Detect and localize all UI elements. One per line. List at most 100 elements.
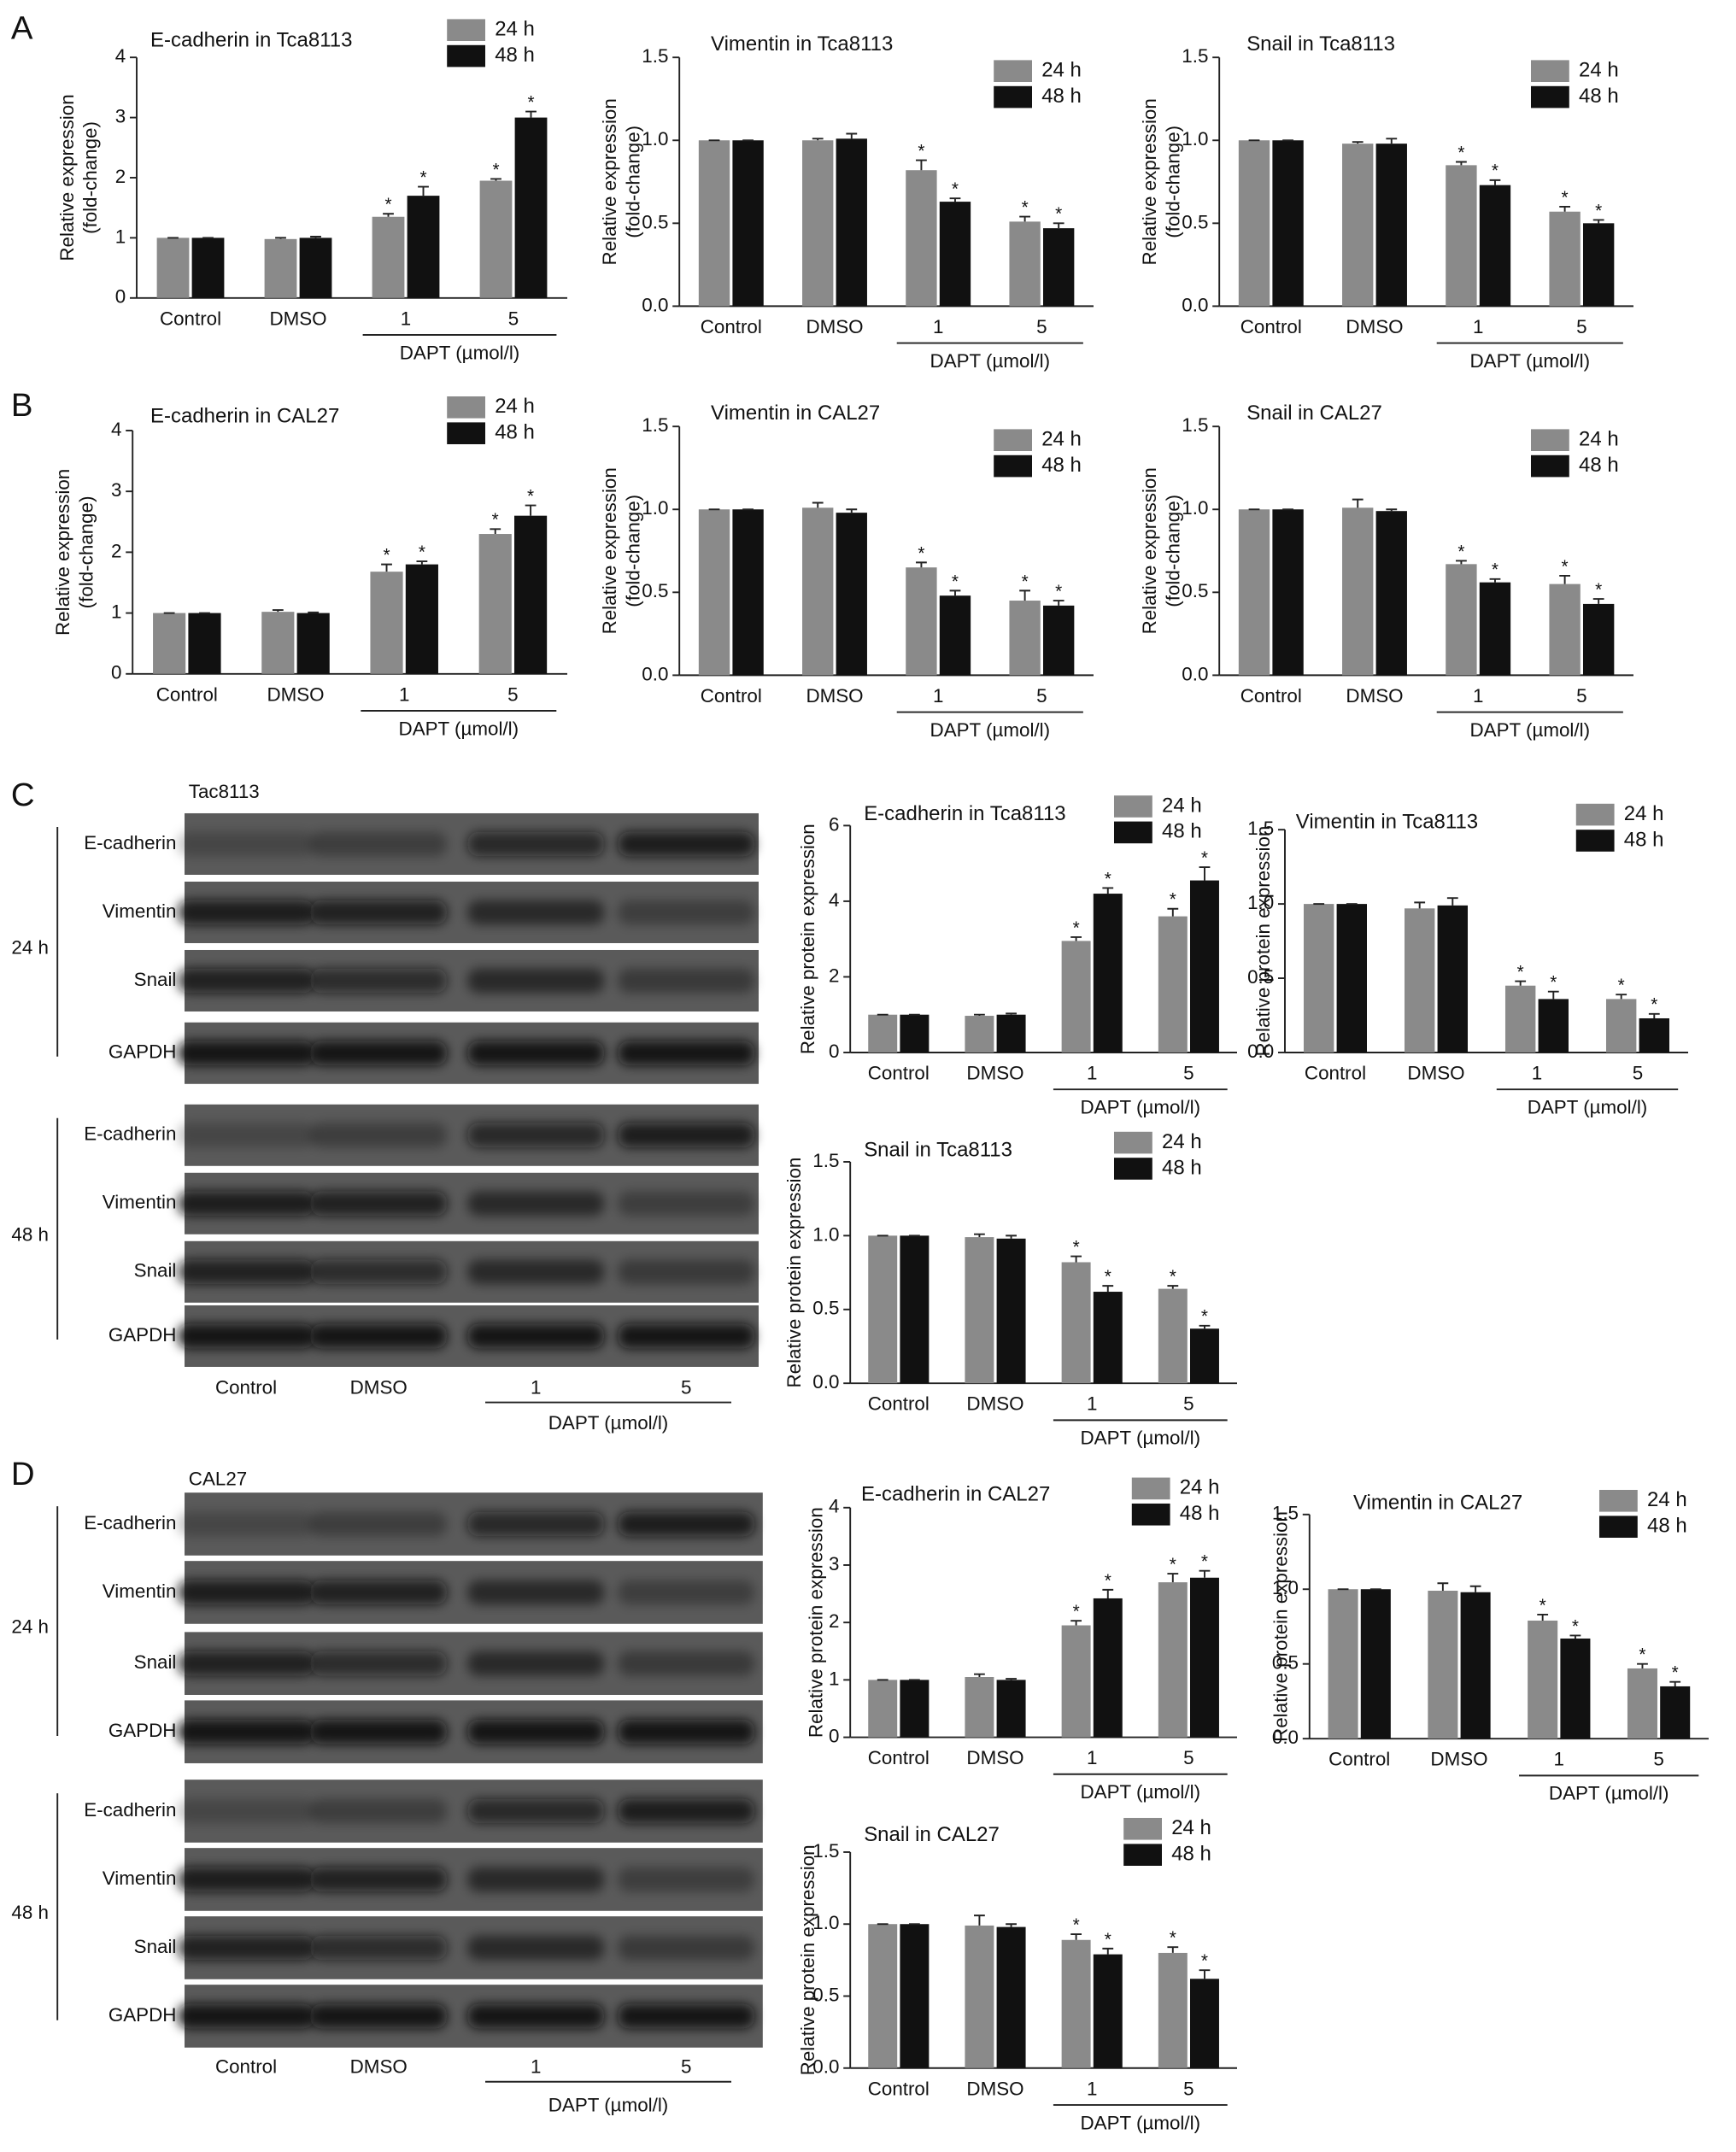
bar xyxy=(1336,904,1367,1053)
blot-row-label: E-cadherin xyxy=(84,1512,176,1533)
blot-lane-label: Control xyxy=(215,1376,277,1398)
x-tick-label: DMSO xyxy=(806,316,863,337)
x-tick-label: 1 xyxy=(1087,1063,1097,1084)
bar xyxy=(1549,583,1581,676)
y-tick-label: 0.5 xyxy=(812,1298,839,1319)
x-tick-label: DMSO xyxy=(269,308,326,329)
bar xyxy=(732,140,764,307)
bar xyxy=(1549,211,1581,307)
y-axis-label: Relative expression xyxy=(52,469,73,636)
blot-band xyxy=(178,1041,315,1066)
y-tick-label: 2 xyxy=(829,1610,839,1632)
blot-band xyxy=(310,900,448,925)
bar xyxy=(1582,603,1615,676)
bar xyxy=(868,1924,898,2068)
y-tick-label: 3 xyxy=(115,106,126,127)
error-bar xyxy=(846,508,858,513)
error-bar xyxy=(1070,1255,1082,1263)
bar xyxy=(1189,1577,1219,1738)
legend-label: 48 h xyxy=(1579,85,1619,108)
significance-star: * xyxy=(527,486,534,506)
blot-band xyxy=(178,1191,315,1217)
bar xyxy=(1158,916,1188,1053)
blot-band xyxy=(618,1719,755,1744)
y-axis-label: (fold-change) xyxy=(1162,495,1183,607)
bar xyxy=(1238,140,1270,307)
significance-star: * xyxy=(1073,1237,1080,1257)
error-bar xyxy=(1489,578,1501,583)
error-bar xyxy=(916,561,927,568)
bar xyxy=(1189,1979,1219,2068)
significance-star: * xyxy=(1517,962,1524,982)
error-bar xyxy=(1167,1946,1179,1953)
blot-band xyxy=(467,2003,605,2029)
legend-label: 48 h xyxy=(1624,828,1664,851)
y-axis-label: (fold-change) xyxy=(75,495,97,608)
bar xyxy=(1272,140,1304,307)
legend-swatch xyxy=(447,44,486,67)
group-label: DAPT (µmol/l) xyxy=(1081,1097,1201,1118)
panel-label: D xyxy=(11,1456,35,1492)
group-label: DAPT (µmol/l) xyxy=(1081,1428,1201,1449)
significance-star: * xyxy=(1073,918,1080,938)
blot-band xyxy=(467,831,605,857)
x-tick-label: 5 xyxy=(1183,2078,1194,2099)
chart-title: Vimentin in CAL27 xyxy=(1353,1491,1522,1514)
bar xyxy=(1605,999,1637,1053)
y-tick-label: 0.0 xyxy=(1182,294,1208,315)
bar xyxy=(1375,511,1407,676)
blot-band xyxy=(310,968,448,994)
error-bar xyxy=(1489,179,1501,185)
bar xyxy=(996,1014,1026,1053)
error-bar xyxy=(812,138,824,141)
error-bar xyxy=(1199,1569,1211,1578)
y-tick-label: 0.5 xyxy=(642,580,668,601)
y-tick-label: 1.0 xyxy=(1182,497,1208,519)
y-tick-label: 0.0 xyxy=(1182,663,1208,684)
bar xyxy=(900,1924,930,2068)
blot-band xyxy=(467,1580,605,1605)
significance-star: * xyxy=(492,510,499,530)
blot-row-label: E-cadherin xyxy=(84,832,176,853)
legend-label: 48 h xyxy=(1180,1502,1220,1525)
x-tick-label: 5 xyxy=(1183,1063,1194,1084)
error-bar xyxy=(949,197,961,202)
significance-star: * xyxy=(1492,161,1498,181)
y-tick-label: 0 xyxy=(829,1725,839,1746)
blot-band xyxy=(618,1511,755,1537)
error-bar xyxy=(974,1915,985,1926)
legend-swatch xyxy=(1131,1503,1170,1526)
x-tick-label: Control xyxy=(1240,685,1302,707)
legend-swatch xyxy=(1123,1817,1162,1840)
chart-title: Snail in Tca8113 xyxy=(1246,32,1395,56)
blot-band xyxy=(467,1511,605,1537)
x-tick-label: 5 xyxy=(1633,1063,1643,1084)
y-tick-label: 0.5 xyxy=(812,1984,839,2005)
significance-star: * xyxy=(1201,1951,1208,1971)
y-tick-label: 1.5 xyxy=(1182,414,1208,436)
bar xyxy=(1042,605,1075,676)
x-tick-label: 5 xyxy=(1036,316,1047,337)
error-bar xyxy=(1446,897,1458,906)
legend-swatch xyxy=(1530,429,1569,451)
significance-star: * xyxy=(384,195,391,214)
blot-band xyxy=(178,1511,315,1537)
error-bar xyxy=(1616,994,1628,1000)
legend-swatch xyxy=(1123,1844,1162,1866)
group-label: DAPT (µmol/l) xyxy=(1549,1783,1669,1804)
blot-band xyxy=(178,1259,315,1285)
bar xyxy=(1093,1954,1123,2068)
bar xyxy=(1042,228,1075,307)
x-tick-label: 1 xyxy=(1554,1749,1564,1770)
y-tick-label: 4 xyxy=(829,1496,839,1517)
blot-band xyxy=(178,1719,315,1744)
bar xyxy=(868,1235,898,1384)
x-tick-label: DMSO xyxy=(1346,316,1403,337)
blot-band xyxy=(178,1651,315,1676)
error-bar xyxy=(1053,600,1064,606)
y-tick-label: 0.5 xyxy=(642,211,668,232)
blot-group-label: DAPT (µmol/l) xyxy=(548,1412,669,1434)
bar xyxy=(996,1680,1026,1738)
legend-label: 24 h xyxy=(1162,1130,1202,1153)
